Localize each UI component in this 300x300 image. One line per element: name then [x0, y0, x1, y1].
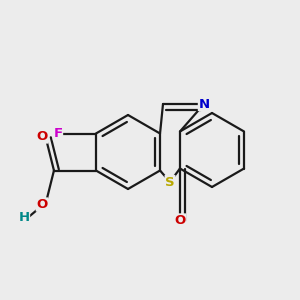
Text: N: N [198, 98, 210, 110]
Text: S: S [165, 176, 175, 188]
Text: H: H [18, 211, 29, 224]
Text: O: O [36, 198, 48, 211]
Text: F: F [53, 127, 62, 140]
Text: O: O [174, 214, 186, 227]
Text: O: O [36, 130, 48, 143]
